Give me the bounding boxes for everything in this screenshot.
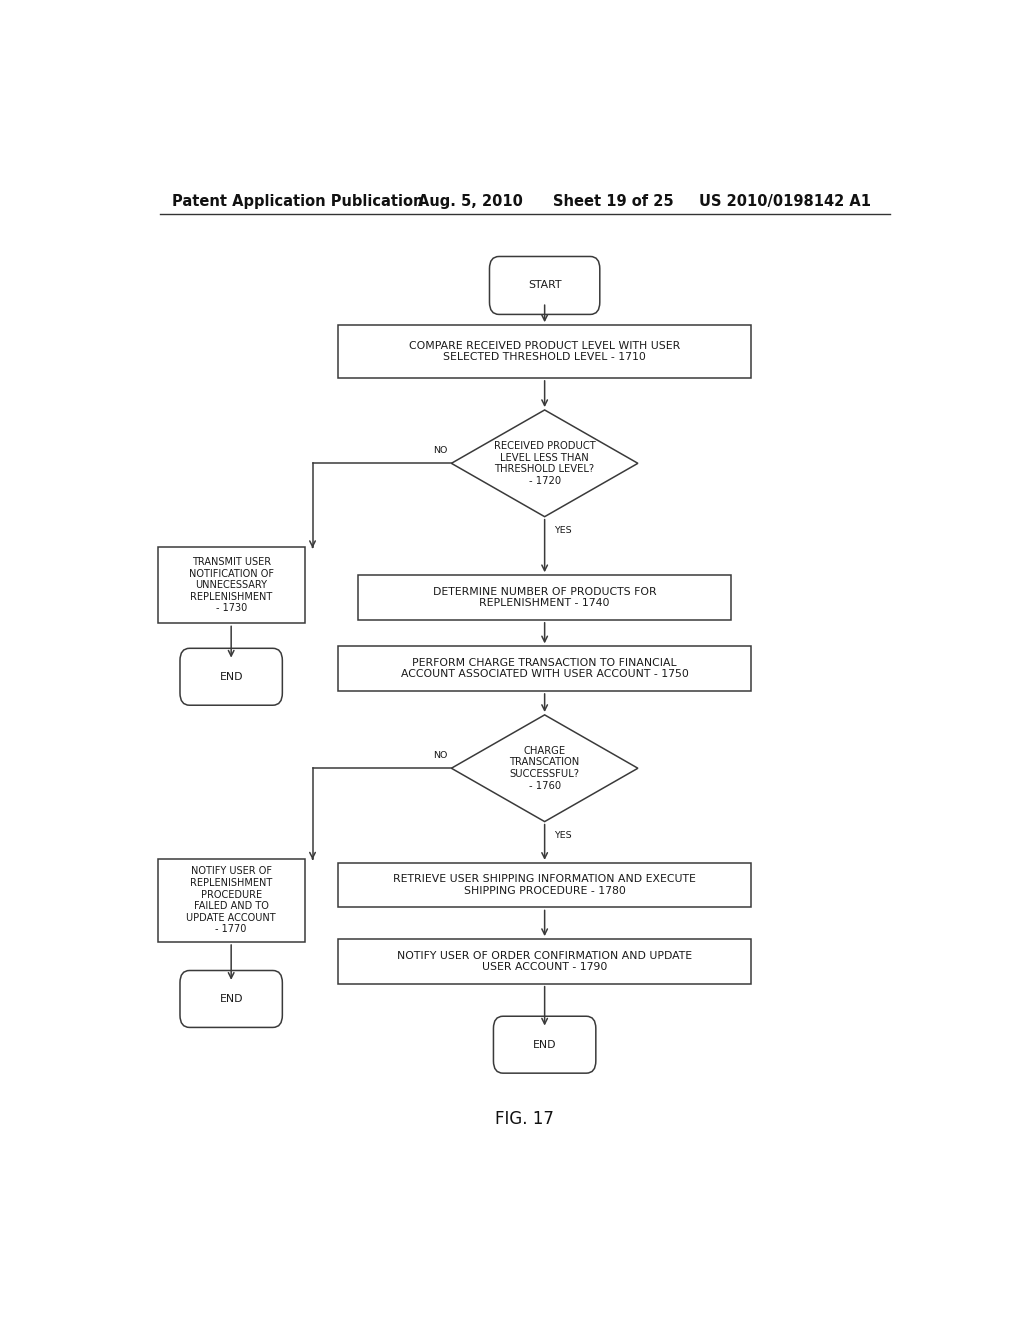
Text: RECEIVED PRODUCT
LEVEL LESS THAN
THRESHOLD LEVEL?
- 1720: RECEIVED PRODUCT LEVEL LESS THAN THRESHO… [494,441,596,486]
Text: US 2010/0198142 A1: US 2010/0198142 A1 [699,194,871,209]
Polygon shape [452,715,638,821]
Text: START: START [528,280,561,290]
Text: NOTIFY USER OF ORDER CONFIRMATION AND UPDATE
USER ACCOUNT - 1790: NOTIFY USER OF ORDER CONFIRMATION AND UP… [397,950,692,972]
Text: Aug. 5, 2010: Aug. 5, 2010 [418,194,522,209]
FancyBboxPatch shape [180,970,283,1027]
FancyBboxPatch shape [180,648,283,705]
Text: NO: NO [433,446,447,455]
Bar [158,859,304,942]
Text: YES: YES [554,527,571,536]
Text: END: END [532,1040,556,1049]
Bar [338,863,751,907]
Text: DETERMINE NUMBER OF PRODUCTS FOR
REPLENISHMENT - 1740: DETERMINE NUMBER OF PRODUCTS FOR REPLENI… [433,586,656,609]
Text: CHARGE
TRANSCATION
SUCCESSFUL?
- 1760: CHARGE TRANSCATION SUCCESSFUL? - 1760 [510,746,580,791]
Text: TRANSMIT USER
NOTIFICATION OF
UNNECESSARY
REPLENISHMENT
- 1730: TRANSMIT USER NOTIFICATION OF UNNECESSAR… [188,557,273,614]
FancyBboxPatch shape [489,256,600,314]
Text: FIG. 17: FIG. 17 [496,1110,554,1127]
Text: NOTIFY USER OF
REPLENISHMENT
PROCEDURE
FAILED AND TO
UPDATE ACCOUNT
- 1770: NOTIFY USER OF REPLENISHMENT PROCEDURE F… [186,866,276,935]
Text: RETRIEVE USER SHIPPING INFORMATION AND EXECUTE
SHIPPING PROCEDURE - 1780: RETRIEVE USER SHIPPING INFORMATION AND E… [393,874,696,896]
Text: PERFORM CHARGE TRANSACTION TO FINANCIAL
ACCOUNT ASSOCIATED WITH USER ACCOUNT - 1: PERFORM CHARGE TRANSACTION TO FINANCIAL … [400,657,688,680]
Polygon shape [452,411,638,516]
Bar [358,576,731,620]
Bar [338,325,751,378]
Bar [158,548,304,623]
Text: NO: NO [433,751,447,760]
Text: Sheet 19 of 25: Sheet 19 of 25 [553,194,673,209]
Text: COMPARE RECEIVED PRODUCT LEVEL WITH USER
SELECTED THRESHOLD LEVEL - 1710: COMPARE RECEIVED PRODUCT LEVEL WITH USER… [409,341,680,362]
Text: YES: YES [554,832,571,841]
FancyBboxPatch shape [494,1016,596,1073]
Bar [338,647,751,690]
Text: END: END [219,994,243,1005]
Text: Patent Application Publication: Patent Application Publication [172,194,423,209]
Bar [338,939,751,983]
Text: END: END [219,672,243,681]
